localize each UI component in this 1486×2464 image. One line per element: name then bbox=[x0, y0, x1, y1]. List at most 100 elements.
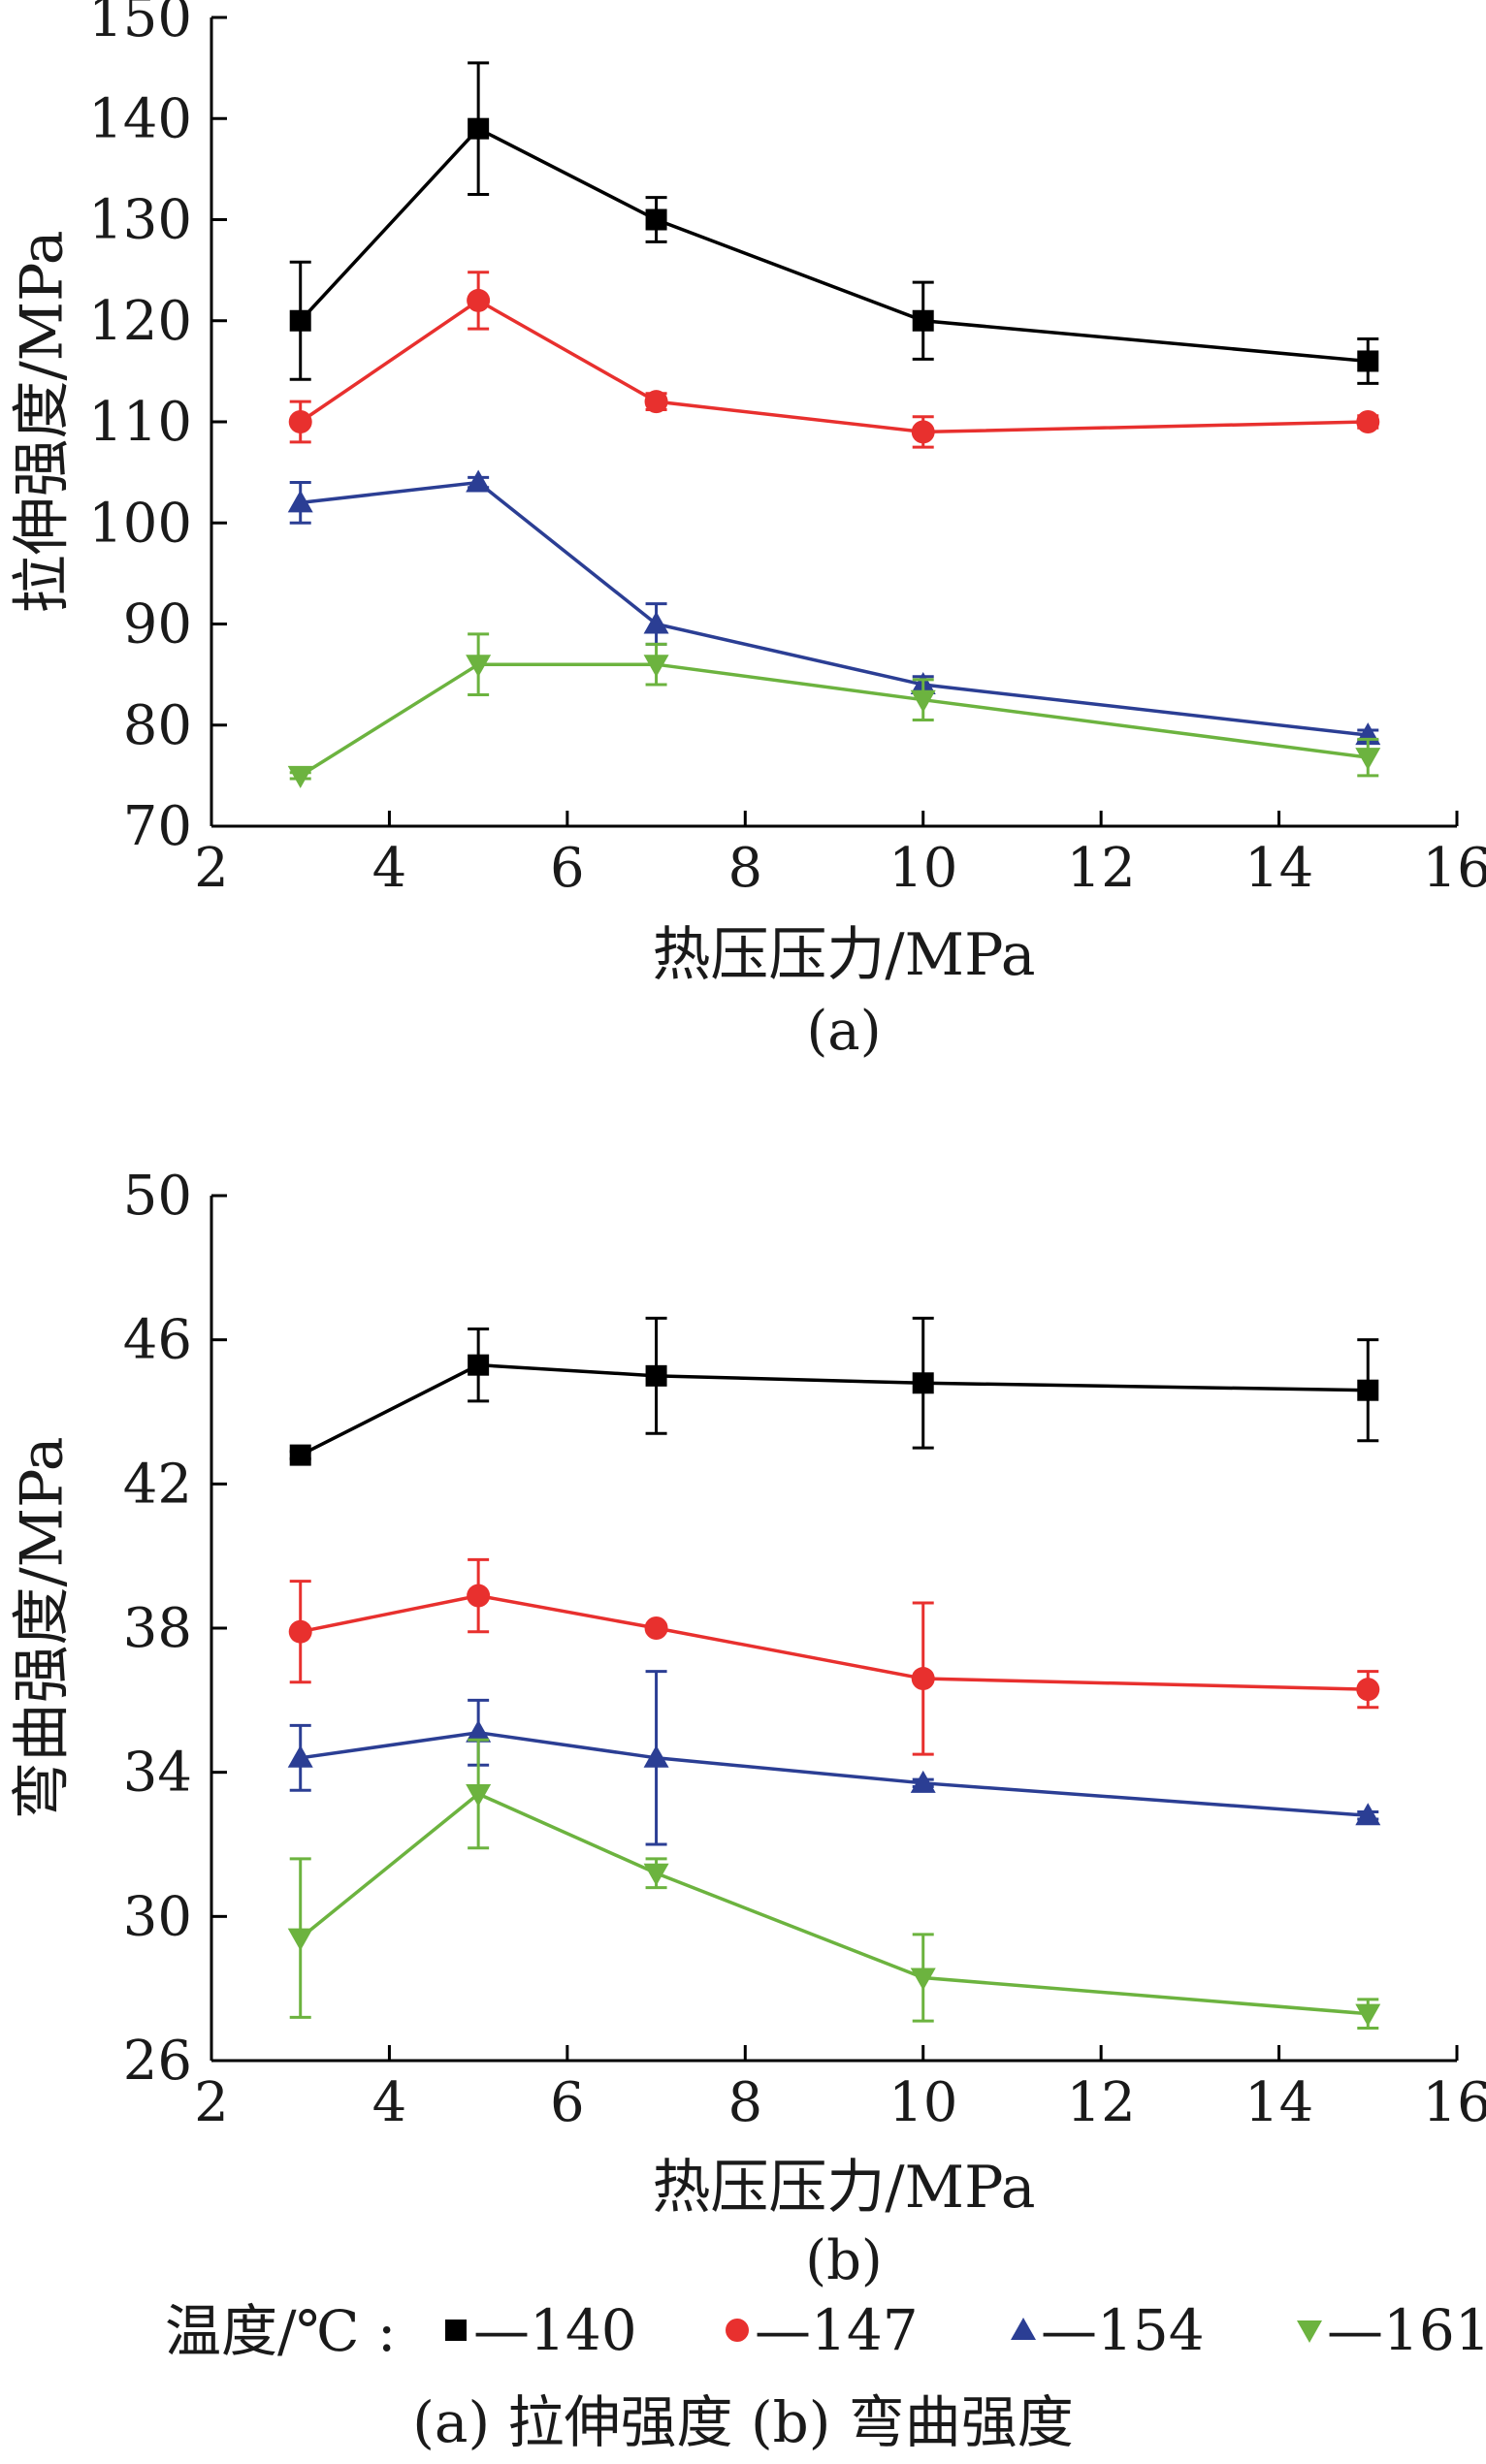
y-tick-label: 70 bbox=[123, 795, 192, 858]
legend-entry-161: —161 bbox=[1327, 2297, 1486, 2363]
legend: 温度/℃ : —140 —147 —154 —161 bbox=[165, 2297, 1486, 2364]
x-tick-label: 14 bbox=[1244, 2071, 1313, 2134]
series-line-147 bbox=[300, 1593, 1369, 1691]
data-point-140 bbox=[289, 309, 311, 332]
data-point-140 bbox=[645, 208, 667, 231]
y-tick-label: 46 bbox=[123, 1309, 192, 1372]
series-140 bbox=[289, 61, 1379, 385]
x-tick-label: 12 bbox=[1067, 837, 1136, 900]
y-tick-label: 100 bbox=[88, 492, 192, 555]
data-point-161 bbox=[287, 765, 313, 788]
y-axis-label: 弯曲强度/MPa bbox=[9, 1436, 77, 1819]
data-point-147 bbox=[1356, 410, 1380, 433]
data-point-161 bbox=[643, 1863, 669, 1886]
data-point-140 bbox=[645, 1364, 667, 1387]
data-point-147 bbox=[1356, 1678, 1380, 1702]
x-tick-label: 4 bbox=[372, 837, 407, 900]
series-line-154 bbox=[300, 1731, 1369, 1818]
data-point-154 bbox=[466, 469, 492, 493]
data-point-147 bbox=[911, 1667, 935, 1691]
legend-title: 温度/℃ : bbox=[165, 2298, 396, 2364]
data-point-161 bbox=[643, 655, 669, 678]
x-tick-label: 2 bbox=[194, 2071, 229, 2134]
data-point-147 bbox=[288, 1619, 312, 1644]
figure-caption: (a) 拉伸强度 (b) 弯曲强度 bbox=[412, 2389, 1074, 2455]
data-point-154 bbox=[643, 611, 669, 634]
data-point-154 bbox=[910, 1770, 936, 1793]
data-point-161 bbox=[910, 1968, 936, 1991]
data-point-161 bbox=[910, 689, 936, 713]
data-point-154 bbox=[643, 1744, 669, 1768]
legend-marker-154 bbox=[1011, 2318, 1036, 2340]
y-tick-label: 120 bbox=[88, 290, 192, 353]
y-tick-label: 110 bbox=[88, 391, 192, 454]
y-tick-label: 150 bbox=[88, 0, 192, 49]
y-tick-label: 26 bbox=[123, 2030, 192, 2093]
series-line-147 bbox=[299, 298, 1369, 434]
chart-panel-a: 70 80 90 100 110 120 130 140 150 2 4 6 8 10 12 14 16 热压压力… bbox=[9, 0, 1486, 1063]
data-point-154 bbox=[466, 1719, 492, 1743]
data-point-140 bbox=[912, 1372, 934, 1394]
data-point-161 bbox=[466, 655, 492, 678]
y-tick-label: 130 bbox=[88, 189, 192, 252]
x-tick-label: 4 bbox=[372, 2071, 407, 2134]
series-154 bbox=[287, 1670, 1381, 1846]
series-line-161 bbox=[299, 1791, 1369, 2016]
data-point-154 bbox=[1355, 1803, 1381, 1826]
series-161 bbox=[287, 1738, 1381, 2031]
series-154 bbox=[287, 469, 1381, 746]
y-tick-label: 34 bbox=[123, 1742, 192, 1805]
x-tick-label: 12 bbox=[1067, 2071, 1136, 2134]
data-point-161 bbox=[466, 1783, 492, 1807]
y-tick-label: 30 bbox=[123, 1885, 192, 1948]
panel-label: (b) bbox=[805, 2229, 883, 2292]
series-line-161 bbox=[299, 662, 1369, 778]
y-tick-label: 42 bbox=[123, 1453, 192, 1516]
x-tick-label: 14 bbox=[1244, 837, 1313, 900]
x-axis-label: 热压压力/MPa bbox=[652, 921, 1035, 989]
y-tick-label: 140 bbox=[88, 87, 192, 150]
y-axis-label: 拉伸强度/MPa bbox=[9, 230, 77, 613]
data-point-140 bbox=[912, 309, 934, 332]
legend-marker-147 bbox=[726, 2319, 749, 2342]
panel-label: (a) bbox=[806, 1000, 881, 1063]
y-tick-label: 90 bbox=[123, 593, 192, 656]
series-line-140 bbox=[299, 1362, 1369, 1457]
data-point-140 bbox=[289, 1444, 311, 1466]
data-point-140 bbox=[468, 1354, 490, 1376]
data-point-147 bbox=[644, 390, 668, 414]
data-point-161 bbox=[1355, 748, 1381, 771]
data-point-147 bbox=[467, 288, 491, 312]
legend-entry-147: —147 bbox=[755, 2297, 919, 2363]
x-tick-label: 16 bbox=[1422, 837, 1486, 900]
series-140 bbox=[289, 1316, 1379, 1466]
x-axis-label: 热压压力/MPa bbox=[652, 2154, 1035, 2222]
series-161 bbox=[287, 632, 1381, 788]
y-tick-label: 80 bbox=[123, 694, 192, 757]
data-point-147 bbox=[644, 1616, 668, 1640]
data-point-140 bbox=[1357, 1379, 1379, 1401]
x-tick-label: 6 bbox=[550, 2071, 585, 2134]
x-tick-label: 8 bbox=[727, 837, 762, 900]
x-tick-label: 10 bbox=[888, 837, 957, 900]
y-tick-label: 50 bbox=[123, 1165, 192, 1228]
series-147 bbox=[288, 271, 1380, 449]
x-tick-label: 6 bbox=[550, 837, 585, 900]
legend-entry-140: —140 bbox=[473, 2297, 637, 2363]
legend-marker-140 bbox=[445, 2320, 467, 2341]
data-point-154 bbox=[287, 1744, 313, 1768]
x-tick-label: 10 bbox=[888, 2071, 957, 2134]
x-tick-label: 16 bbox=[1422, 2071, 1486, 2134]
data-point-147 bbox=[467, 1584, 491, 1608]
data-point-140 bbox=[1357, 350, 1379, 372]
series-147 bbox=[288, 1557, 1380, 1756]
legend-marker-161 bbox=[1297, 2320, 1322, 2343]
x-tick-label: 2 bbox=[194, 837, 229, 900]
series-line-154 bbox=[300, 480, 1369, 737]
data-point-161 bbox=[287, 1928, 313, 1951]
x-tick-label: 8 bbox=[727, 2071, 762, 2134]
data-point-140 bbox=[468, 117, 490, 140]
data-point-154 bbox=[287, 490, 313, 513]
